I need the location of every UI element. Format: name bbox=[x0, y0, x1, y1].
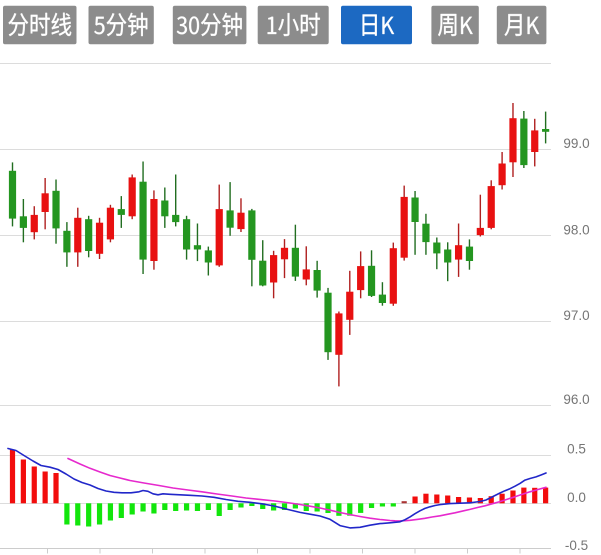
svg-text:98.0: 98.0 bbox=[563, 223, 589, 238]
svg-text:0.0: 0.0 bbox=[567, 490, 586, 505]
svg-text:97.0: 97.0 bbox=[563, 308, 589, 323]
svg-text:-0.5: -0.5 bbox=[565, 538, 588, 553]
svg-text:99.0: 99.0 bbox=[563, 136, 589, 151]
svg-text:96.0: 96.0 bbox=[563, 392, 589, 407]
svg-text:0.5: 0.5 bbox=[567, 442, 586, 457]
